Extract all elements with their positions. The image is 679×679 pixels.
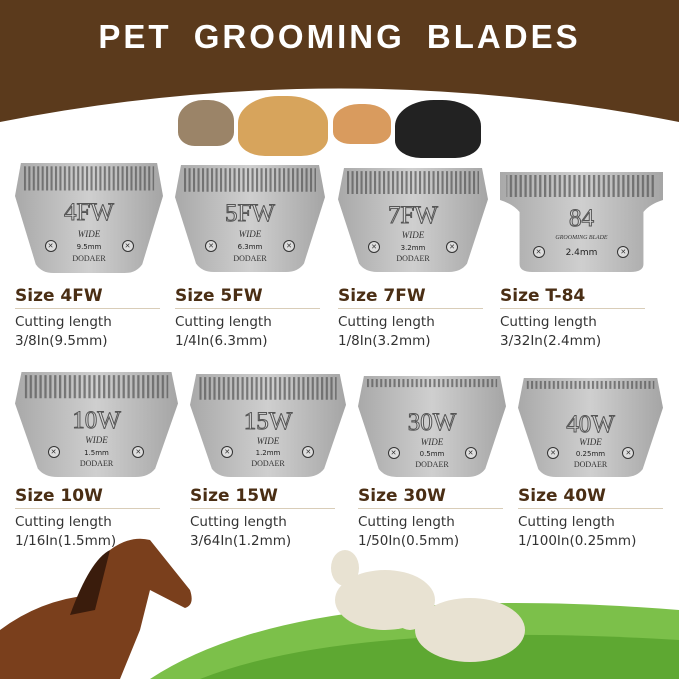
blade-size-mark: 7FW — [388, 202, 439, 230]
blade-brand-text: DODAER — [72, 254, 106, 264]
blade-image-84: 84 GROOMING BLADE 2.4mm ✕ ✕ — [500, 172, 663, 272]
blade-type-text: GROOMING BLADE — [555, 235, 608, 241]
blade-mm-text: 0.5mm — [419, 449, 445, 458]
blade-mm-text: 0.25mm — [575, 450, 606, 459]
blade-label: Size 7FW Cutting length 1/8In(3.2mm) — [338, 286, 483, 351]
blade-image-40w: 40W WIDE 0.25mm DODAER ✕ ✕ — [518, 378, 663, 477]
blade-wide-text: WIDE — [579, 437, 602, 448]
cutting-length-label: Cutting length — [518, 514, 615, 530]
blade-mm-text: 3.2mm — [400, 243, 426, 252]
screw-icon: ✕ — [547, 447, 559, 460]
screw-icon: ✕ — [205, 239, 217, 252]
page-title: PET GROOMING BLADES — [98, 18, 581, 55]
size-name: Size 30W — [358, 486, 503, 509]
blade-size-mark: 30W — [407, 409, 457, 437]
cutting-length-value: 1/16In(1.5mm) — [15, 533, 117, 549]
blade-image-5fw: 5FW WIDE 6.3mm DODAER ✕ ✕ — [175, 165, 325, 272]
size-name: Size T-84 — [500, 286, 645, 309]
blade-brand-text: DODAER — [79, 459, 114, 469]
size-name: Size 4FW — [15, 286, 160, 309]
blade-size-mark: 84 — [569, 205, 595, 233]
cutting-length-value: 3/32In(2.4mm) — [500, 333, 602, 349]
cutting-length-label: Cutting length — [338, 314, 435, 330]
screw-icon: ✕ — [47, 445, 60, 458]
blade-label: Size 10W Cutting length 1/16In(1.5mm) — [15, 486, 160, 551]
blade-size-mark: 40W — [566, 410, 616, 438]
size-name: Size 15W — [190, 486, 335, 509]
cutting-length-label: Cutting length — [15, 314, 112, 330]
cutting-length-value: 1/100In(0.25mm) — [518, 533, 637, 549]
blade-image-10w: 10W WIDE 1.5mm DODAER ✕ ✕ — [15, 372, 178, 477]
sheep — [331, 550, 525, 662]
screw-icon: ✕ — [387, 446, 400, 459]
blade-label: Size 40W Cutting length 1/100In(0.25mm) — [518, 486, 663, 551]
cutting-length-label: Cutting length — [15, 514, 112, 530]
cutting-length-value: 3/8In(9.5mm) — [15, 333, 108, 349]
screw-icon: ✕ — [132, 445, 145, 458]
size-name: Size 40W — [518, 486, 663, 509]
blade-label: Size 30W Cutting length 1/50In(0.5mm) — [358, 486, 503, 551]
screw-icon: ✕ — [622, 447, 635, 460]
screw-icon: ✕ — [44, 240, 57, 252]
cutting-length-label: Cutting length — [500, 314, 597, 330]
screw-icon: ✕ — [283, 239, 295, 252]
horse — [0, 538, 192, 679]
blade-mm-text: 1.2mm — [255, 449, 281, 458]
blade-brand-text: DODAER — [396, 254, 430, 264]
screw-icon: ✕ — [121, 240, 134, 252]
blade-image-30w: 30W WIDE 0.5mm DODAER ✕ ✕ — [358, 376, 506, 477]
blade-wide-text: WIDE — [256, 435, 280, 446]
screw-icon: ✕ — [221, 446, 234, 459]
blade-brand-text: DODAER — [415, 459, 449, 469]
blade-size-mark: 5FW — [225, 200, 276, 228]
size-name: Size 10W — [15, 486, 160, 509]
blade-wide-text: WIDE — [238, 229, 262, 240]
blade-mm-text: 6.3mm — [237, 243, 263, 252]
animals-grass-image — [0, 538, 679, 679]
blade-mm-text: 1.5mm — [84, 448, 109, 457]
blade-brand-text: DODAER — [233, 253, 267, 263]
blade-size-mark: 15W — [243, 407, 293, 435]
screw-icon: ✕ — [446, 240, 458, 253]
screw-icon: ✕ — [368, 240, 380, 253]
blade-image-15w: 15W WIDE 1.2mm DODAER ✕ ✕ — [190, 374, 346, 477]
cutting-length-value: 1/50In(0.5mm) — [358, 533, 460, 549]
blade-wide-text: WIDE — [401, 230, 425, 241]
cutting-length-label: Cutting length — [190, 514, 287, 530]
blade-label: Size 15W Cutting length 3/64In(1.2mm) — [190, 486, 335, 551]
cutting-length-value: 1/8In(3.2mm) — [338, 333, 431, 349]
cutting-length-label: Cutting length — [358, 514, 455, 530]
blade-label: Size T-84 Cutting length 3/32In(2.4mm) — [500, 286, 645, 351]
screw-icon: ✕ — [302, 446, 315, 459]
blade-mm-text: 2.4mm — [565, 248, 598, 258]
blade-label: Size 5FW Cutting length 1/4In(6.3mm) — [175, 286, 320, 351]
blade-wide-text: WIDE — [420, 436, 444, 447]
blade-size-mark: 10W — [72, 406, 122, 434]
cutting-length-value: 1/4In(6.3mm) — [175, 333, 268, 349]
blade-wide-text: WIDE — [77, 229, 101, 239]
blade-mm-text: 9.5mm — [76, 243, 102, 252]
blade-label: Size 4FW Cutting length 3/8In(9.5mm) — [15, 286, 160, 351]
size-name: Size 7FW — [338, 286, 483, 309]
blade-brand-text: DODAER — [573, 460, 608, 470]
cutting-length-value: 3/64In(1.2mm) — [190, 533, 292, 549]
screw-icon: ✕ — [532, 246, 545, 258]
blade-image-4fw: 4FW WIDE 9.5mm DODAER ✕ ✕ — [15, 163, 163, 273]
screw-icon: ✕ — [464, 446, 477, 459]
blade-image-7fw: 7FW WIDE 3.2mm DODAER ✕ ✕ — [338, 168, 488, 272]
size-name: Size 5FW — [175, 286, 320, 309]
blade-wide-text: WIDE — [85, 435, 108, 445]
screw-icon: ✕ — [617, 246, 630, 258]
header-banner — [0, 0, 679, 122]
blade-size-mark: 4FW — [64, 199, 115, 227]
blade-brand-text: DODAER — [251, 459, 285, 469]
cutting-length-label: Cutting length — [175, 314, 272, 330]
